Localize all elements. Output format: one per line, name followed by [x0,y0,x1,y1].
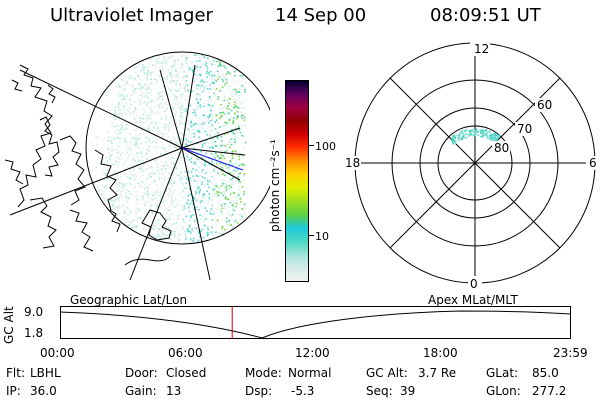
glon-value: 277.2 [532,384,567,398]
gc-alt-value: 3.7 Re [418,366,457,380]
timeline-title-left: Geographic Lat/Lon [70,293,188,307]
timeline-title-right: Apex MLat/MLT [428,293,518,307]
mode-value: Normal [288,366,332,380]
glat-label: GLat: [486,366,519,380]
field-of-view-circle [85,51,270,245]
timeline-frame [60,306,571,339]
timeline-y-bottom: 1.8 [24,326,44,340]
timeline-tick-0600: 06:00 [168,346,203,360]
observation-time: 08:09:51 UT [430,5,541,26]
color-scale-bar [285,80,309,282]
seq-label: Seq: [366,384,393,398]
filter-value: LBHL [30,366,61,380]
glat-value: 85.0 [532,366,559,380]
sun-direction-line [181,147,244,171]
filter-label: Flt: [6,366,25,380]
geographic-map [4,51,270,281]
mlat-label-60: 60 [537,98,552,112]
timeline-tick-1800: 18:00 [423,346,458,360]
timeline-y-axis-label: GC Alt [2,306,16,344]
door-value: Closed [166,366,207,380]
colorbar-units-label: photon cm⁻²s⁻¹ [268,139,282,232]
colorbar-tick-100 [309,145,314,146]
timeline-tick-0000: 00:00 [40,346,75,360]
dsp-label: Dsp: [245,384,273,398]
observation-date: 14 Sep 00 [275,5,367,26]
seq-value: 39 [400,384,416,398]
mode-label: Mode: [245,366,282,380]
door-label: Door: [125,366,158,380]
timeline-y-top: 9.0 [24,305,44,319]
orbit-altitude-plot [60,306,572,339]
polar-mlt-plot: 12 0 18 6 60 70 80 [343,42,598,290]
ip-label: IP: [6,384,21,398]
dsp-value: -5.3 [291,384,315,398]
gain-value: 13 [166,384,182,398]
gc-alt-label: GC Alt: [366,366,408,380]
ip-value: 36.0 [30,384,57,398]
timeline-tick-2359: 23:59 [553,346,588,360]
mlat-label-70: 70 [517,122,532,136]
colorbar-tick-10 [309,235,314,236]
timeline-tick-1200: 12:00 [295,346,330,360]
gain-label: Gain: [125,384,157,398]
mlt-label-6: 6 [589,156,597,170]
colorbar-label-10: 10 [315,230,329,243]
mlt-label-0: 0 [470,277,478,290]
imager-title: Ultraviolet Imager [50,5,213,26]
colorbar-label-100: 100 [315,140,336,153]
lat-lon-grid [9,64,246,281]
mlt-label-12: 12 [474,42,489,56]
altitude-curve [60,310,572,339]
coastlines [4,64,172,266]
mlt-label-18: 18 [345,156,360,170]
mlt-diagonal-2 [389,77,561,249]
mlat-label-80: 80 [494,141,509,155]
glon-label: GLon: [486,384,521,398]
